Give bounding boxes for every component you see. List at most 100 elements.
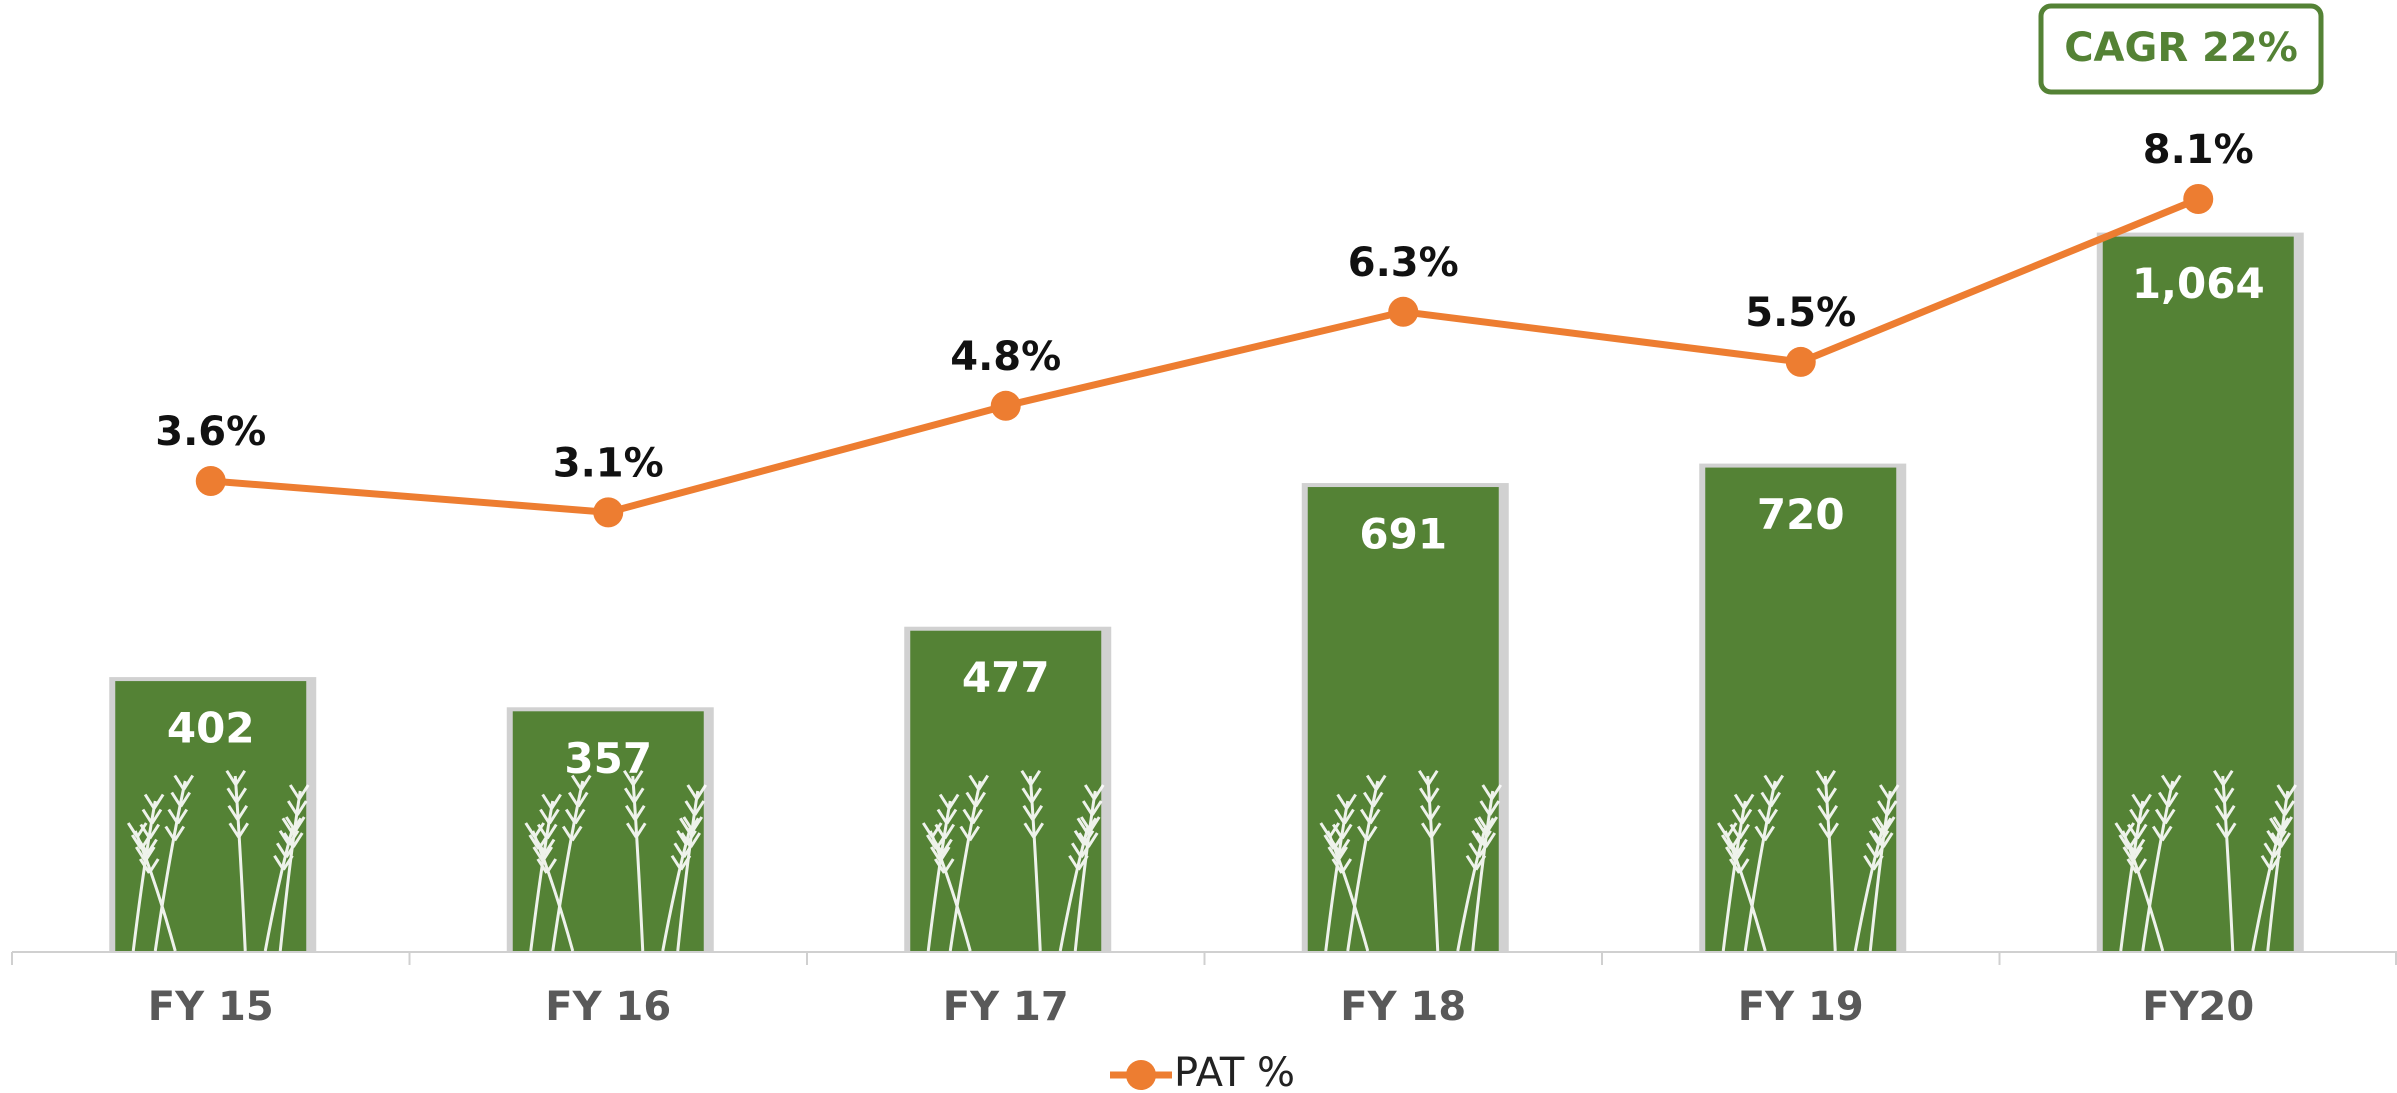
wheat-stalk — [2141, 780, 2175, 952]
wheat-stalk — [551, 780, 585, 952]
wheat-stalk — [278, 790, 302, 952]
line-value-label: 3.6% — [155, 409, 266, 455]
wheat-grain — [1020, 769, 1042, 786]
wheat-stalk — [1426, 775, 1440, 952]
wheat-grain — [170, 791, 192, 808]
wheat-decoration — [2114, 769, 2298, 952]
wheat-grain — [623, 787, 645, 804]
wheat-grain — [141, 808, 163, 825]
wheat-stalk — [1853, 825, 1885, 952]
bar-value-label: 691 — [1359, 510, 1447, 559]
legend-label: PAT % — [1174, 1050, 1295, 1093]
wheat-grain — [541, 793, 562, 810]
wheat-grain — [273, 854, 294, 871]
wheat-grain — [1757, 808, 1779, 825]
wheat-grain — [2269, 817, 2290, 834]
wheat-grain — [1479, 800, 1501, 816]
wheat-decoration — [1319, 769, 1503, 952]
wheat-grain — [1323, 834, 1345, 850]
wheat-grain — [2213, 787, 2235, 804]
wheat-grain — [1815, 769, 1837, 786]
wheat-grain — [286, 800, 308, 816]
wheat-grain — [925, 834, 947, 850]
x-tick-label: FY 16 — [545, 984, 671, 1030]
bar-value-label: 357 — [564, 734, 652, 783]
wheat-grain — [1863, 854, 1884, 871]
wheat-stalk — [2221, 775, 2235, 952]
wheat-grain — [965, 791, 987, 808]
wheat-grain — [2274, 800, 2296, 816]
wheat-grain — [1754, 825, 1776, 842]
wheat-grain — [1081, 800, 1103, 816]
wheat-grain — [936, 808, 958, 825]
wheat-stalk — [531, 830, 575, 952]
line-marker — [1388, 296, 1419, 327]
wheat-grain — [532, 846, 554, 862]
wheat-grain — [1816, 787, 1838, 804]
wheat-grain — [1083, 784, 1105, 800]
wheat-grain — [1465, 854, 1487, 871]
wheat-grain — [2263, 842, 2285, 859]
wheat-stalk — [131, 800, 157, 952]
wheat-grain — [225, 769, 247, 786]
wheat-grain — [2260, 854, 2282, 871]
wheat-grain — [2160, 774, 2182, 791]
wheat-grain — [1763, 774, 1785, 791]
wheat-grain — [2212, 769, 2234, 786]
wheat-grain — [2126, 858, 2148, 874]
x-tick-label: FY20 — [2142, 984, 2254, 1030]
wheat-grain — [278, 829, 300, 846]
wheat-grain — [1365, 774, 1387, 791]
wheat-grain — [143, 793, 165, 810]
wheat-grain — [1359, 808, 1381, 825]
wheat-grain — [1073, 829, 1095, 846]
wheat-grain — [968, 774, 990, 791]
wheat-grain — [1818, 822, 1840, 839]
wheat-grain — [1327, 846, 1349, 862]
wheat-grain — [561, 825, 583, 842]
wheat-grain — [625, 822, 647, 839]
wheat-grain — [1362, 791, 1384, 808]
wheat-grain — [275, 842, 297, 859]
annotation-box — [2038, 3, 2324, 95]
line-marker — [593, 497, 624, 528]
wheat-grain — [686, 784, 708, 800]
wheat-grain — [1817, 804, 1839, 821]
wheat-grain — [1471, 829, 1492, 846]
wheat-grain — [1876, 800, 1898, 816]
wheat-grain — [929, 846, 951, 862]
wheat-grain — [164, 825, 186, 842]
wheat-grain — [2131, 793, 2152, 810]
bar-value-label: 720 — [1757, 490, 1845, 539]
wheat-decoration — [126, 769, 310, 952]
wheat-grain — [1731, 808, 1753, 825]
wheat-grain — [1420, 822, 1442, 839]
wheat-grain — [567, 791, 589, 808]
wheat-grain — [2118, 834, 2140, 850]
wheat-grain — [2154, 808, 2176, 825]
wheat-grain — [1724, 846, 1746, 862]
line-value-label: 4.8% — [950, 334, 1061, 380]
line-marker — [195, 466, 226, 496]
wheat-grain — [564, 808, 586, 825]
wheat-grain — [1336, 793, 1357, 810]
wheat-stalk — [263, 825, 295, 952]
wheat-stalk — [133, 830, 177, 952]
wheat-grain — [1070, 842, 1092, 859]
wheat-stalk — [153, 780, 187, 952]
wheat-stalk — [1868, 790, 1892, 952]
wheat-grain — [130, 834, 152, 850]
wheat-grain — [1720, 834, 1742, 850]
wheat-stalk — [928, 830, 972, 952]
wheat-grain — [938, 793, 960, 810]
wheat-grain — [2215, 822, 2237, 839]
line-value-label: 5.5% — [1745, 290, 1856, 336]
wheat-grain — [1417, 769, 1439, 786]
wheat-grain — [962, 808, 984, 825]
line-marker — [2183, 184, 2214, 214]
wheat-stalk — [1743, 780, 1777, 952]
wheat-stalk — [1324, 800, 1350, 952]
wheat-grain — [1716, 822, 1738, 838]
wheat-grain — [622, 769, 644, 786]
